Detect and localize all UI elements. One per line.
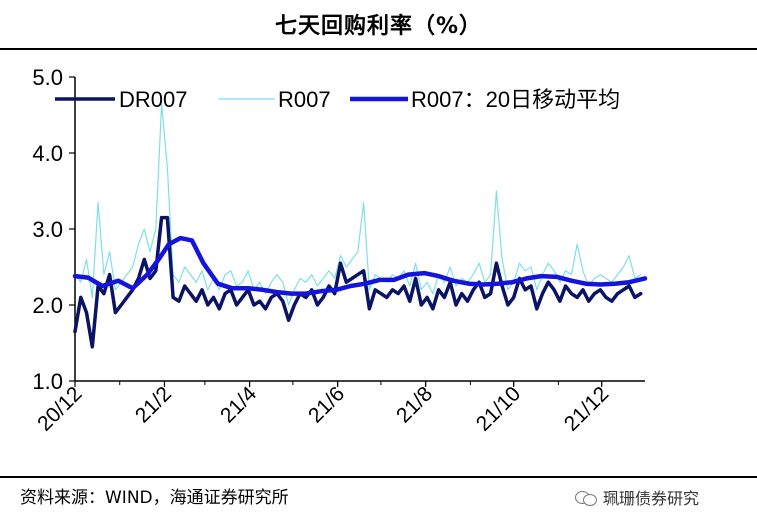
footer-divider (0, 476, 757, 478)
legend-label: R007 (278, 87, 331, 112)
series-r007 (74, 102, 642, 306)
x-tick-label: 21/4 (216, 382, 261, 427)
source-note: 资料来源：WIND，海通证券研究所 (20, 488, 289, 508)
legend-label: DR007 (119, 87, 187, 112)
legend-label: R007：20日移动平均 (411, 87, 620, 112)
wechat-icon (575, 489, 597, 506)
watermark: 珮珊债券研究 (575, 485, 699, 509)
y-tick-label: 5.0 (32, 65, 63, 90)
series-dr007 (73, 215, 643, 349)
y-tick-label: 4.0 (32, 141, 63, 166)
title-divider (0, 48, 757, 50)
chart-title: 七天回购利率（%） (274, 14, 483, 39)
x-tick-label: 21/8 (392, 382, 437, 427)
series-r007-ma20 (72, 235, 648, 296)
x-tick-label: 21/6 (304, 382, 349, 427)
x-tick-label: 21/10 (472, 382, 525, 435)
y-tick-label: 2.0 (32, 293, 63, 318)
y-tick-label: 1.0 (32, 369, 63, 394)
x-tick-label: 21/12 (560, 382, 613, 435)
y-tick-label: 3.0 (32, 217, 63, 242)
title-bar: 七天回购利率（%） (0, 0, 757, 50)
watermark-text: 珮珊债券研究 (603, 489, 700, 508)
x-tick-label: 21/2 (131, 382, 176, 427)
